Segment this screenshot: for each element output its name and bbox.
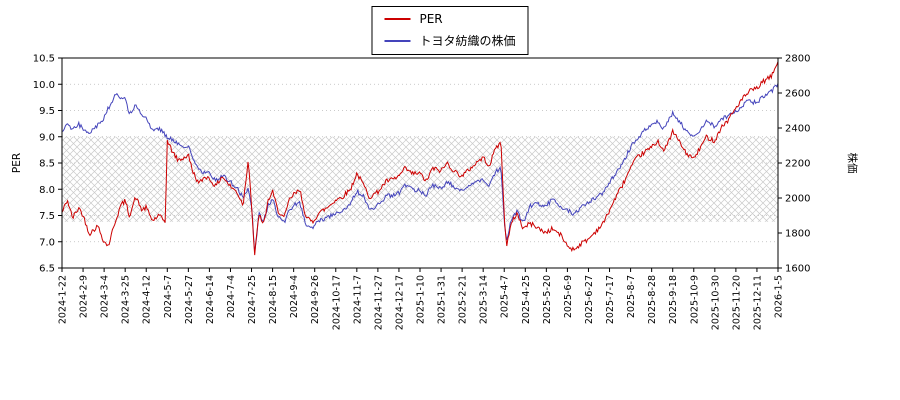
x-tick-label: 2024-4-12 (142, 275, 153, 324)
x-tick-label: 2024-10-17 (331, 275, 342, 330)
x-tick-label: 2024-12-17 (394, 275, 405, 330)
y-right-tick-label: 2000 (785, 194, 810, 205)
x-tick-label: 2025-11-20 (731, 275, 742, 330)
legend-item-stock: トヨタ紡織の株価 (384, 32, 516, 49)
stock-line-swatch (384, 39, 411, 42)
x-tick-label: 2025-9-18 (668, 275, 679, 324)
x-tick-label: 2025-6-27 (584, 275, 595, 324)
per-line-swatch (384, 18, 411, 20)
y-right-tick-label: 1600 (785, 264, 810, 275)
y-right-tick-label: 1800 (785, 229, 810, 240)
x-tick-label: 2025-1-10 (416, 275, 427, 324)
stock-series-line (62, 82, 778, 253)
x-tick-label: 2025-12-11 (752, 275, 763, 330)
legend-item-per: PER (384, 12, 515, 26)
per-series-line (62, 61, 778, 256)
y-left-tick-label: 10.5 (33, 54, 55, 65)
x-tick-label: 2024-11-27 (373, 275, 384, 330)
legend-label-stock: トヨタ紡織の株価 (419, 34, 516, 48)
legend-label-per: PER (419, 12, 443, 26)
left-axis-title: PER (11, 153, 23, 173)
x-tick-label: 2026-1-5 (774, 275, 785, 318)
x-tick-label: 2024-7-4 (226, 275, 237, 318)
x-tick-label: 2024-7-25 (247, 275, 258, 324)
x-tick-label: 2025-7-17 (605, 275, 616, 324)
x-tick-label: 2025-8-7 (626, 275, 637, 318)
x-tick-label: 2025-8-28 (647, 275, 658, 324)
x-tick-label: 2025-2-21 (458, 275, 469, 324)
y-left-tick-label: 7.5 (39, 211, 55, 222)
x-tick-label: 2024-11-7 (352, 275, 363, 324)
y-left-tick-label: 9.0 (39, 132, 55, 143)
y-left-tick-label: 8.5 (39, 159, 55, 170)
y-left-tick-label: 9.5 (39, 106, 55, 117)
x-tick-label: 2024-3-4 (100, 275, 111, 318)
y-right-tick-label: 2800 (785, 54, 810, 65)
right-axis-title: 株価 (846, 153, 859, 174)
x-tick-label: 2025-10-30 (710, 275, 721, 330)
y-right-tick-label: 2400 (785, 124, 810, 135)
y-left-tick-label: 10.0 (33, 80, 55, 91)
y-right-tick-label: 2600 (785, 89, 810, 100)
y-right-tick-label: 2200 (785, 159, 810, 170)
legend: PER トヨタ紡織の株価 (371, 6, 529, 55)
valuation-band (62, 136, 778, 222)
x-tick-label: 2025-5-20 (542, 275, 553, 324)
x-tick-label: 2024-5-7 (163, 275, 174, 318)
x-tick-label: 2024-3-25 (121, 275, 132, 324)
x-tick-label: 2025-10-9 (689, 275, 700, 324)
x-tick-label: 2025-6-9 (563, 275, 574, 318)
x-tick-label: 2025-1-31 (437, 275, 448, 324)
x-tick-label: 2024-1-22 (58, 275, 69, 324)
x-tick-label: 2024-9-4 (289, 275, 300, 318)
x-tick-label: 2024-6-14 (205, 275, 216, 324)
y-left-tick-label: 8.0 (39, 185, 55, 196)
y-left-tick-label: 7.0 (39, 237, 55, 248)
x-tick-label: 2024-2-9 (79, 275, 90, 318)
x-tick-label: 2025-4-25 (521, 275, 532, 324)
x-tick-label: 2024-8-15 (268, 275, 279, 324)
x-tick-label: 2024-9-26 (310, 275, 321, 324)
x-tick-label: 2025-4-7 (500, 275, 511, 318)
x-tick-label: 2025-3-14 (479, 275, 490, 324)
series-group (62, 61, 778, 256)
x-tick-label: 2024-5-27 (184, 275, 195, 324)
y-left-tick-label: 6.5 (39, 264, 55, 275)
